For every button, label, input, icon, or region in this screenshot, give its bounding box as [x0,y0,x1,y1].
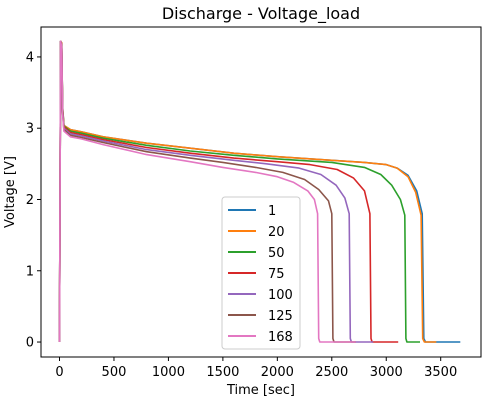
legend-label: 1 [268,204,276,219]
axes-frame [40,26,482,358]
axes-spines [40,26,482,358]
y-tick-label: 1 [26,264,34,279]
x-tick-label: 2500 [315,365,348,380]
legend-label: 50 [268,246,285,261]
legend-label: 100 [268,288,293,303]
chart-title: Discharge - Voltage_load [162,4,360,24]
y-tick-label: 3 [26,122,34,137]
x-tick-label: 500 [102,365,127,380]
series-lines [58,40,461,343]
legend-label: 125 [268,309,293,324]
x-tick-label: 0 [55,365,63,380]
x-tick-label: 3500 [424,365,457,380]
legend-label: 168 [268,330,293,345]
legend-box [221,196,301,350]
y-tick-label: 0 [26,336,34,351]
series-line-168 [58,40,356,343]
x-axis-ticks: 0 500 1000 1500 2000 2500 3000 3500 [55,357,457,380]
x-tick-label: 3000 [370,365,403,380]
y-axis-ticks: 0 1 2 3 4 [26,50,41,351]
x-tick-label: 2000 [261,365,294,380]
x-tick-label: 1000 [152,365,185,380]
legend-label: 75 [268,267,285,282]
x-tick-label: 1500 [206,365,239,380]
y-axis-label: Voltage [V] [3,156,18,228]
y-tick-label: 4 [26,50,34,65]
y-tick-label: 2 [26,193,34,208]
x-axis-label: Time [sec] [226,383,295,398]
legend-label: 20 [268,225,285,240]
legend: 1 20 50 75 100 125 168 [221,196,301,350]
